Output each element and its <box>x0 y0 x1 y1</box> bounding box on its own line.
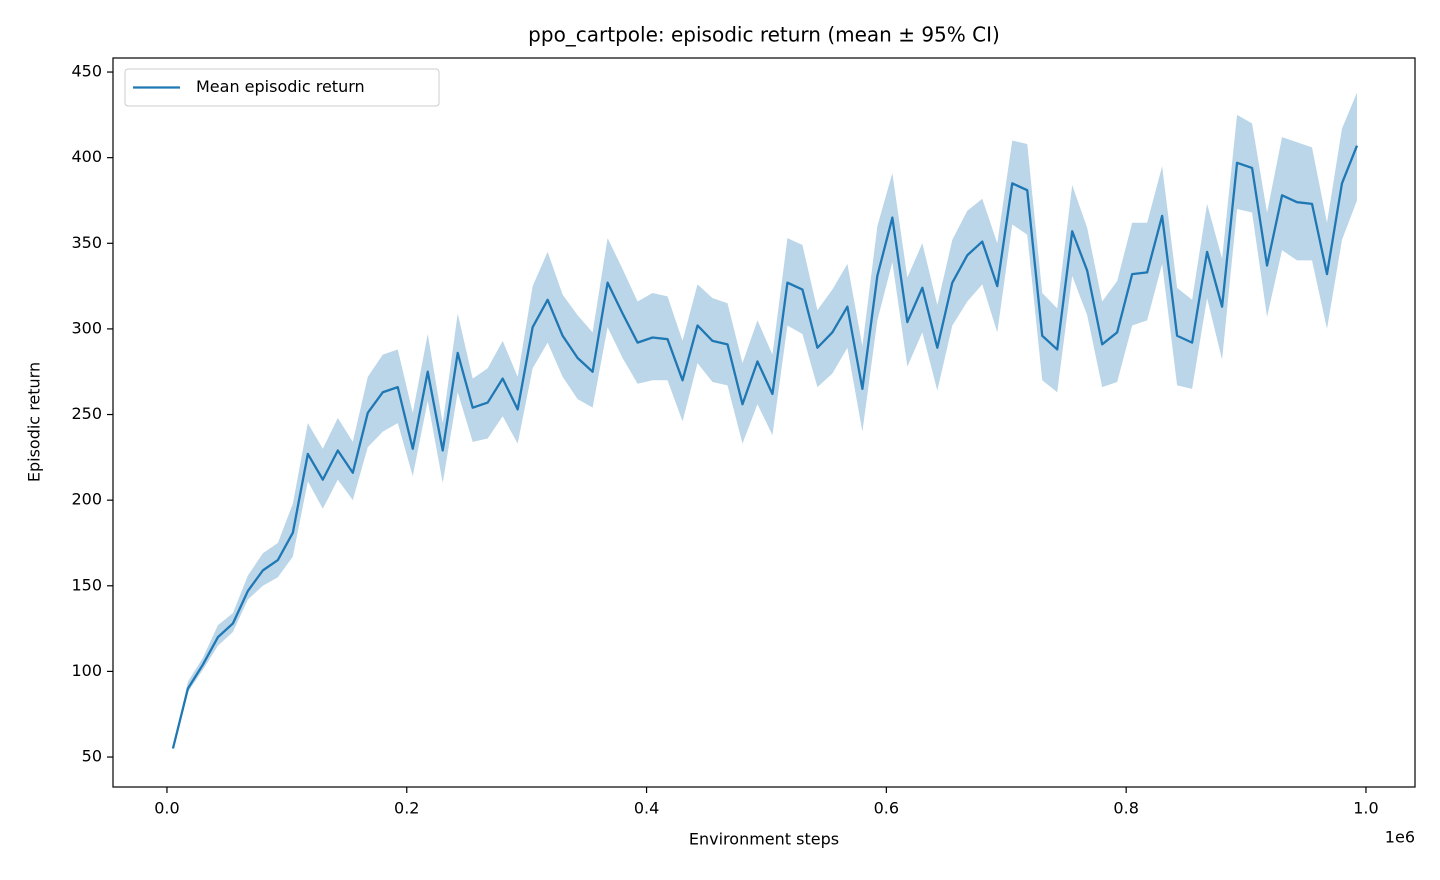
x-tick-label: 0.6 <box>874 799 899 818</box>
y-tick-label: 150 <box>71 575 102 594</box>
y-tick-label: 50 <box>82 747 102 766</box>
x-axis-label: Environment steps <box>689 830 839 849</box>
y-tick-label: 200 <box>71 490 102 509</box>
chart-title: ppo_cartpole: episodic return (mean ± 95… <box>528 23 1000 47</box>
y-tick-label: 450 <box>71 62 102 81</box>
plot-frame <box>112 57 1416 788</box>
y-tick-label: 100 <box>71 661 102 680</box>
x-tick-label: 1.0 <box>1353 799 1378 818</box>
y-tick-label: 350 <box>71 233 102 252</box>
legend-box <box>124 68 440 107</box>
x-tick-label: 0.2 <box>394 799 419 818</box>
line <box>171 145 1359 749</box>
y-tick-label: 250 <box>71 404 102 423</box>
y-axis-label: Episodic return <box>25 362 44 482</box>
y-tick-label: 400 <box>71 147 102 166</box>
legend-label: Mean episodic return <box>196 77 365 96</box>
x-tick-label: 0.4 <box>634 799 659 818</box>
x-tick-label: 0.8 <box>1113 799 1138 818</box>
x-offset-label: 1e6 <box>1385 828 1415 847</box>
x-tick-label: 0.0 <box>154 799 179 818</box>
y-tick-label: 300 <box>71 318 102 337</box>
ci-band <box>172 92 1357 749</box>
